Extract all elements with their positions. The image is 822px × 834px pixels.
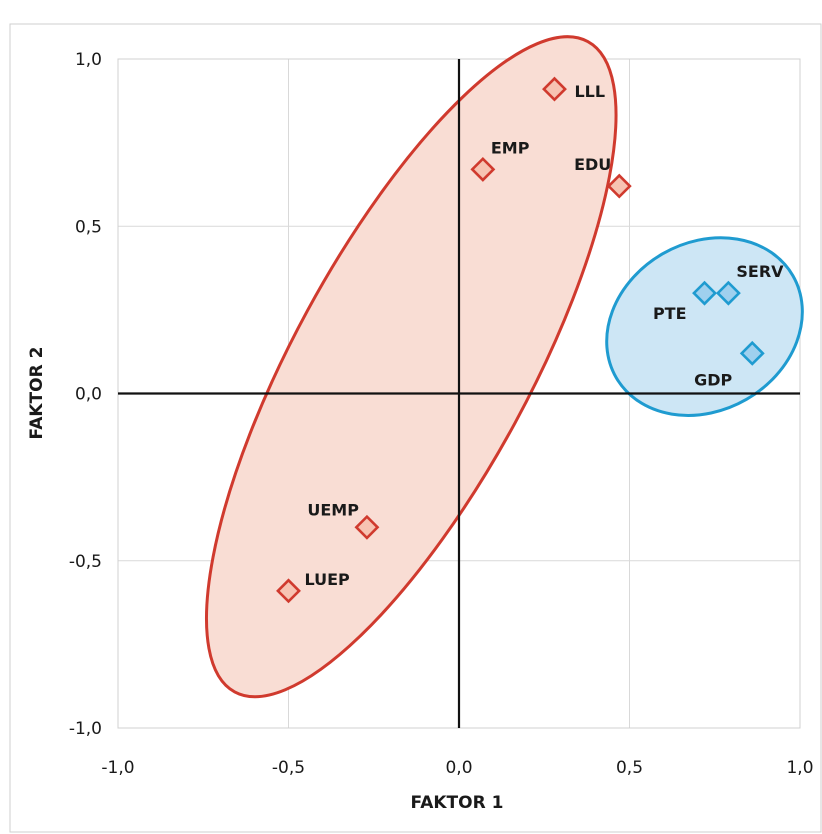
y-tick-label: -1,0	[69, 719, 102, 739]
point-marker	[354, 514, 380, 540]
y-tick-label: 0,0	[75, 385, 102, 405]
point-marker	[606, 173, 632, 199]
point-label: EMP	[491, 138, 530, 157]
point-marker	[692, 280, 717, 306]
cluster-ellipse-red	[205, 35, 618, 699]
tick-labels: -1,0 -0,5 0,0 0,5 1,0 1,0 0,5 0,0 -0,5 -1,0	[69, 50, 814, 778]
point-marker	[715, 280, 741, 306]
data-points: LLL EMP EDU UEMP LUEP SERV PTE GDP	[276, 76, 784, 604]
y-tick-label: 1,0	[75, 50, 102, 70]
point-marker	[470, 156, 496, 182]
point-label: SERV	[736, 262, 784, 281]
point-label: LLL	[574, 82, 605, 101]
x-tick-label: -0,5	[272, 758, 305, 778]
y-axis-title: FAKTOR 2	[27, 347, 47, 440]
point-label: EDU	[574, 155, 611, 174]
cluster-ellipses	[205, 35, 804, 699]
y-tick-label: -0,5	[69, 552, 102, 572]
x-tick-label: 0,0	[445, 758, 472, 778]
point-marker	[542, 76, 567, 102]
point-marker	[276, 578, 301, 604]
zero-axes	[118, 59, 800, 728]
point-label: GDP	[694, 370, 732, 389]
point-label: UEMP	[307, 500, 359, 519]
point-marker	[739, 340, 765, 366]
x-tick-label: 0,5	[616, 758, 643, 778]
chart-border	[9, 23, 822, 833]
y-tick-label: 0,5	[75, 217, 102, 237]
point-label: PTE	[653, 304, 687, 323]
x-tick-label: -1,0	[101, 758, 134, 778]
x-axis-title: FAKTOR 1	[411, 793, 504, 813]
x-tick-label: 1,0	[786, 758, 813, 778]
point-label: LUEP	[305, 570, 351, 589]
cluster-ellipse-blue	[605, 236, 804, 417]
